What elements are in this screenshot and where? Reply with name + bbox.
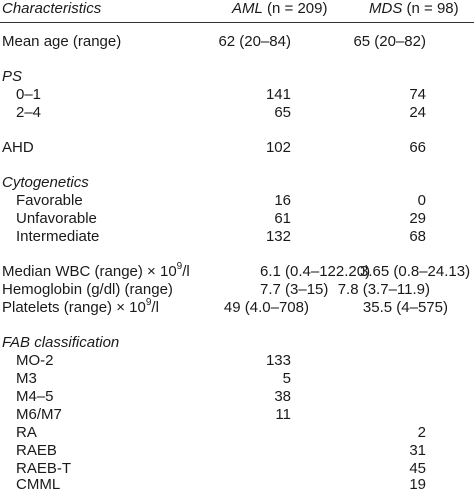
row-label: M6/M7 (16, 406, 62, 423)
row-label: Platelets (range) × 109/l (2, 297, 159, 317)
mds-value: 29 (409, 210, 426, 227)
header-aml: AML (n = 209) (232, 0, 327, 18)
table-row: CMML 19 (0, 476, 474, 494)
mds-value: 24 (409, 104, 426, 121)
row-label: RA (16, 424, 37, 441)
mds-value: 31 (409, 442, 426, 459)
row-label: AHD (2, 139, 34, 156)
table-header: Characteristics AML (n = 209) MDS (n = 9… (0, 0, 474, 18)
row-label: MO-2 (16, 352, 54, 369)
header-mds: MDS (n = 98) (369, 0, 459, 18)
header-mds-n: (n = 98) (402, 0, 459, 17)
aml-value: 132 (265, 228, 291, 245)
row-label: Unfavorable (16, 210, 97, 227)
section-label: Cytogenetics (2, 174, 89, 191)
mds-value: 3.65 (0.8–24.13) (360, 263, 471, 280)
row-label: RAEB-T (16, 460, 72, 477)
table-row: RA 2 (0, 424, 474, 442)
aml-value: 49 (4.0–708) (223, 299, 309, 316)
aml-value: 11 (275, 406, 291, 423)
row-label: CMML (16, 476, 61, 493)
row-label: Mean age (range) (2, 33, 122, 50)
row-label: Intermediate (16, 228, 100, 245)
table-row: Intermediate 132 68 (0, 228, 474, 246)
header-aml-n: (n = 209) (262, 0, 328, 17)
mds-value: 68 (409, 228, 426, 245)
header-mds-name: MDS (369, 0, 403, 17)
mds-value: 35.5 (4–575) (362, 299, 448, 316)
wbc-label-unit: /l (182, 263, 190, 280)
header-characteristics: Characteristics (2, 0, 102, 17)
table-row: 0–1 141 74 (0, 86, 474, 104)
aml-value: 65 (274, 104, 291, 121)
row-label: Favorable (16, 192, 83, 209)
section-heading: PS (0, 68, 474, 86)
mds-value: 65 (20–82) (353, 33, 426, 50)
platelets-label-text: Platelets (range) × 10 (2, 299, 146, 316)
aml-value: 38 (274, 388, 291, 405)
mds-value: 19 (409, 476, 426, 493)
mds-value: 2 (417, 424, 426, 441)
table-row: RAEB 31 (0, 442, 474, 460)
platelets-exponent: 9 (145, 297, 152, 308)
header-aml-name: AML (232, 0, 263, 17)
row-label: RAEB (16, 442, 57, 459)
aml-value: 16 (274, 192, 291, 209)
mds-value: 7.8 (3.7–11.9) (337, 281, 430, 298)
table-row: Mean age (range) 62 (20–84) 65 (20–82) (0, 33, 474, 51)
header-rule (0, 22, 474, 23)
table-row: M3 5 (0, 370, 474, 388)
table-row: MO-2 133 (0, 352, 474, 370)
mds-value: 0 (417, 192, 426, 209)
table-row: AHD 102 66 (0, 139, 474, 157)
table-row: Favorable 16 0 (0, 192, 474, 210)
row-label: M3 (16, 370, 37, 387)
wbc-label-text: Median WBC (range) × 10 (2, 263, 177, 280)
aml-value: 141 (265, 86, 291, 103)
section-label: FAB classification (2, 334, 120, 351)
aml-value: 102 (265, 139, 291, 156)
table-row: Hemoglobin (g/dl) (range) 7.7 (3–15) 7.8… (0, 281, 474, 299)
table-row: 2–4 65 24 (0, 104, 474, 122)
table-row: Median WBC (range) × 109/l 6.1 (0.4–122.… (0, 261, 474, 281)
section-heading: Cytogenetics (0, 174, 474, 192)
table-row: RAEB-T 45 (0, 460, 474, 478)
row-label: M4–5 (16, 388, 54, 405)
section-heading: FAB classification (0, 334, 474, 352)
row-label: 0–1 (16, 86, 42, 103)
table-row: Unfavorable 61 29 (0, 210, 474, 228)
platelets-label-unit: /l (151, 299, 159, 316)
aml-value: 5 (282, 370, 291, 387)
row-label: Hemoglobin (g/dl) (range) (2, 281, 173, 298)
aml-value: 61 (274, 210, 291, 227)
wbc-exponent: 9 (176, 261, 183, 272)
table-row: Platelets (range) × 109/l 49 (4.0–708) 3… (0, 297, 474, 317)
table-row: M6/M7 11 (0, 406, 474, 424)
mds-value: 74 (409, 86, 426, 103)
section-label: PS (2, 68, 23, 85)
row-label: 2–4 (16, 104, 42, 121)
aml-value: 62 (20–84) (218, 33, 291, 50)
aml-value: 133 (265, 352, 291, 369)
mds-value: 66 (409, 139, 426, 156)
mds-value: 45 (409, 460, 426, 477)
aml-value: 7.7 (3–15) (260, 281, 329, 298)
table-row: M4–5 38 (0, 388, 474, 406)
aml-value: 6.1 (0.4–122.20) (260, 263, 371, 280)
row-label: Median WBC (range) × 109/l (2, 261, 190, 281)
